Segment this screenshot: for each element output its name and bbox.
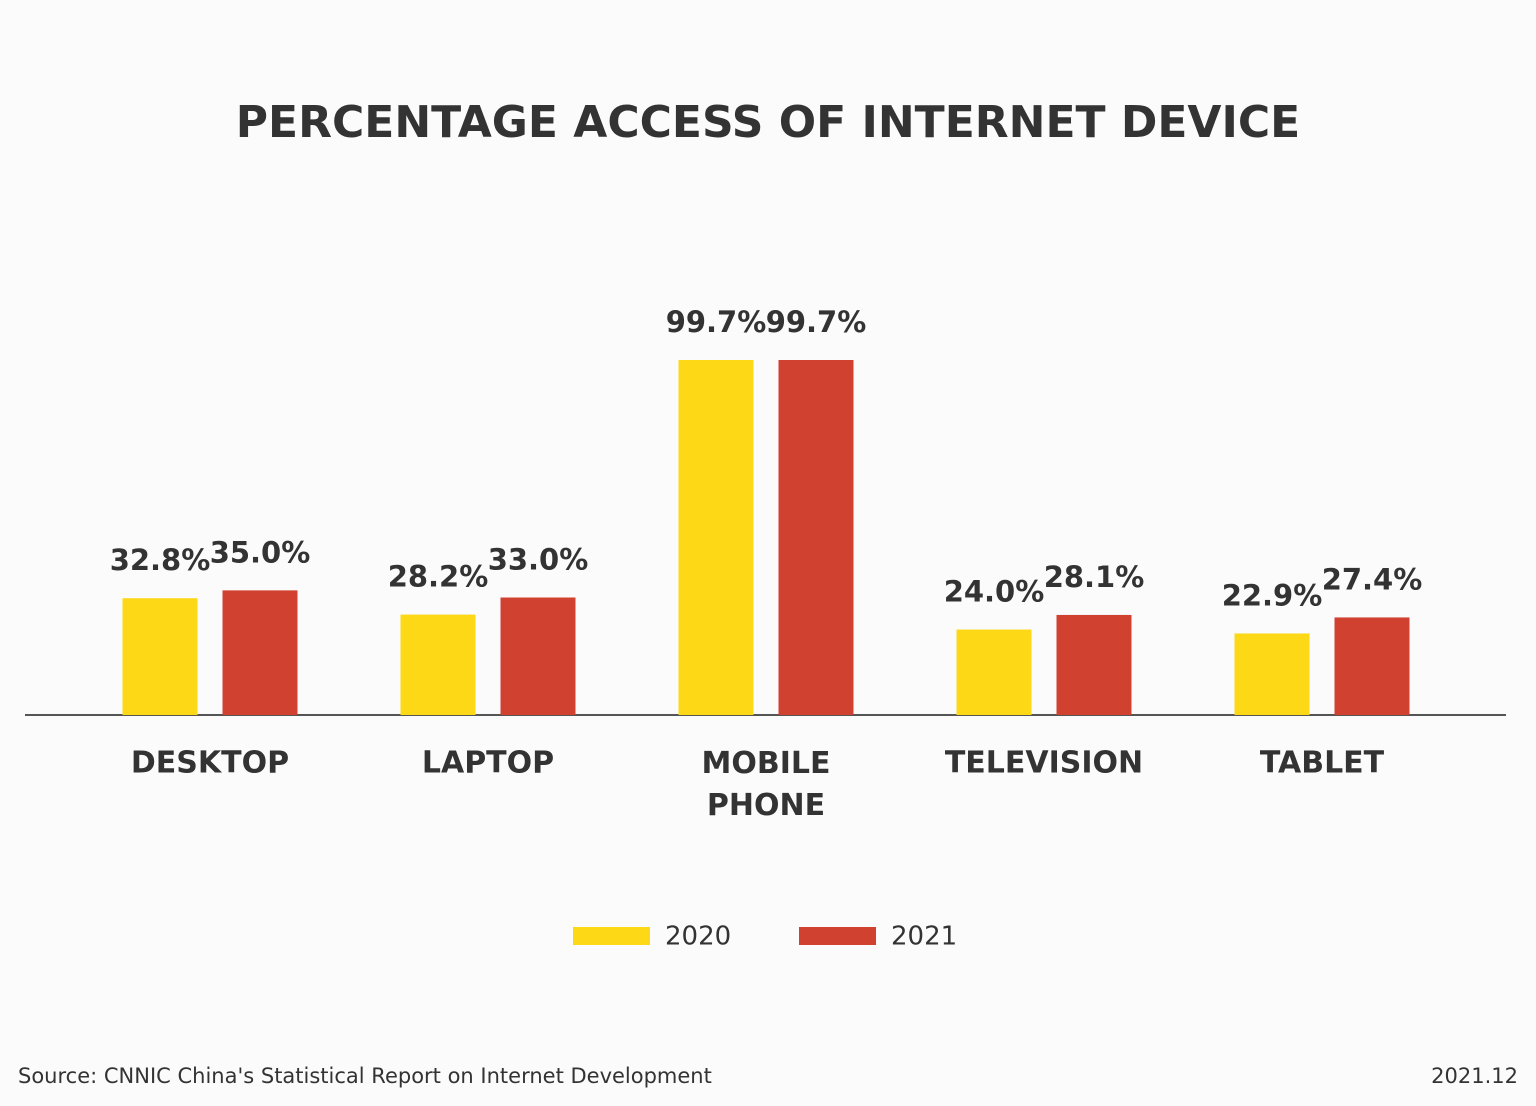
x-tick-label: MOBILE PHONE [702,746,831,823]
legend-label: 2020 [665,922,731,952]
x-tick-label: LAPTOP [422,746,554,781]
x-tick-label: TELEVISION [945,746,1143,781]
value-label: 28.2% [388,560,489,594]
legend-swatch [573,927,650,945]
date: 2021.12 [1431,1064,1518,1088]
bar [1056,614,1132,715]
bar [1234,633,1310,715]
value-label: 28.1% [1044,560,1145,594]
bar [778,360,854,715]
value-label: 99.7% [766,305,867,339]
value-label: 24.0% [944,575,1045,609]
bar [1334,617,1410,715]
x-tick-label: TABLET [1260,746,1385,781]
bar [222,590,298,715]
value-label: 27.4% [1322,562,1423,596]
bar [122,598,198,715]
chart-title: PERCENTAGE ACCESS OF INTERNET DEVICE [236,97,1300,148]
bar [400,614,476,715]
value-label: 22.9% [1222,578,1323,612]
value-label: 33.0% [488,542,589,576]
legend-label: 2021 [891,922,957,952]
value-label: 32.8% [110,543,211,577]
x-tick-label: DESKTOP [131,746,289,781]
value-label: 35.0% [210,535,311,569]
bar [956,629,1032,715]
value-label: 99.7% [666,305,767,339]
bar [678,360,754,715]
source: Source: CNNIC China's Statistical Report… [18,1064,712,1088]
legend-swatch [799,927,876,945]
bar [500,597,576,715]
